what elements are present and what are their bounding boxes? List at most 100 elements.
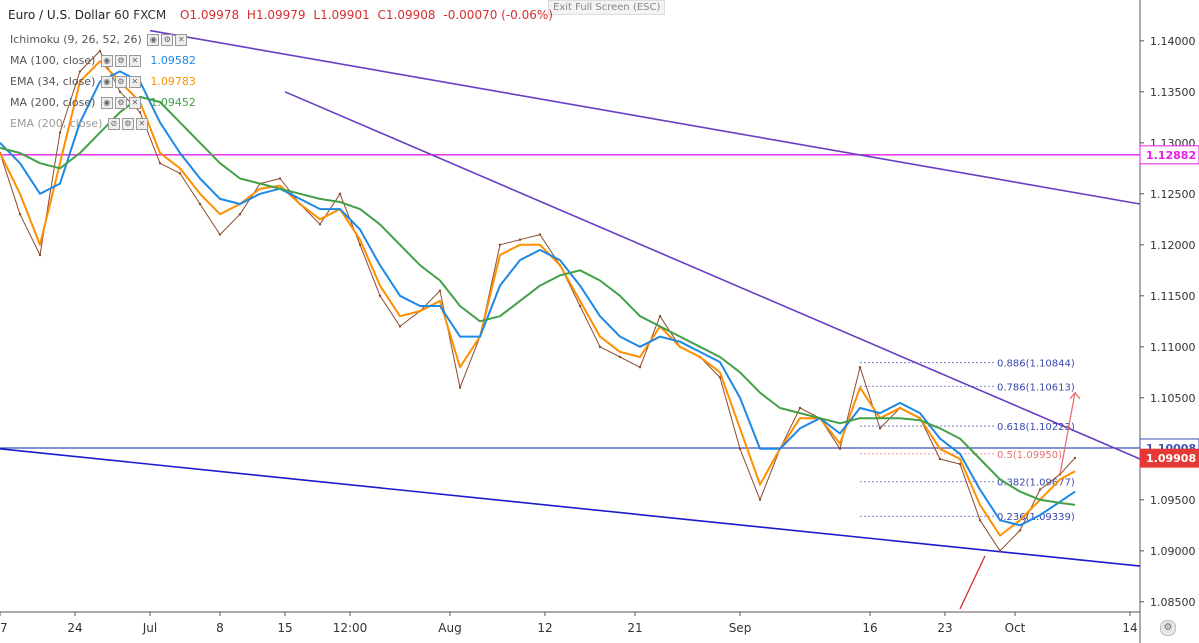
timeframe: 60 (114, 8, 130, 22)
gear-icon[interactable]: ⚙ (114, 97, 127, 109)
trendline (0, 448, 1141, 567)
y-tick-label: 1.11000 (1150, 341, 1196, 354)
indicator-ichimoku[interactable]: Ichimoku (9, 26, 52, 26) ◉ ⚙ ✕ (10, 33, 188, 46)
close-icon[interactable]: ✕ (128, 76, 141, 88)
x-tick-label: Sep (729, 621, 752, 635)
indicator-ema34[interactable]: EMA (34, close) ◉ ⚙ ✕ 1.09783 (10, 75, 196, 88)
projection-arrow (1059, 392, 1076, 475)
gear-icon[interactable]: ⚙ (161, 34, 174, 46)
price-point (118, 90, 122, 94)
data-source: FXCM (133, 8, 167, 22)
price-point (658, 315, 662, 318)
x-tick-label: 14 (1122, 621, 1137, 635)
y-tick-label: 1.08500 (1150, 596, 1196, 609)
price-point (218, 233, 222, 236)
price-point (798, 406, 802, 410)
y-tick-label: 1.12000 (1150, 239, 1196, 252)
x-tick-label: 8 (216, 621, 224, 635)
price-point (858, 366, 862, 369)
symbol-name: Euro / U.S. Dollar (8, 8, 111, 22)
x-tick-label: 21 (627, 621, 642, 635)
gear-icon[interactable]: ⚙ (114, 55, 127, 67)
price-point (638, 366, 642, 369)
indicator-label: MA (100, close) (10, 54, 96, 67)
y-tick-label: 1.12500 (1150, 188, 1196, 201)
price-point (758, 498, 762, 501)
price-point (18, 213, 22, 216)
series-line (0, 60, 1076, 537)
y-tick-label: 1.13500 (1150, 86, 1196, 99)
bounce-arrow (959, 555, 986, 610)
indicator-value: 1.09783 (150, 75, 196, 88)
close-icon[interactable]: ✕ (135, 118, 148, 130)
x-tick-label: 15 (277, 621, 292, 635)
price-point (618, 355, 622, 359)
indicator-value: 1.09582 (150, 54, 196, 67)
eye-icon[interactable]: ◉ (100, 97, 113, 109)
price-point (438, 289, 442, 292)
x-tick-label: 12 (537, 621, 552, 635)
price-point (1073, 456, 1077, 460)
price-point (738, 447, 742, 450)
indicator-ma100[interactable]: MA (100, close) ◉ ⚙ ✕ 1.09582 (10, 54, 196, 67)
eye-icon[interactable]: ◉ (147, 34, 160, 46)
fib-level-label: 0.786(1.10613) (997, 382, 1075, 393)
y-tick-label: 1.09500 (1150, 494, 1196, 507)
x-tick-label: 12:00 (333, 621, 368, 635)
gear-icon[interactable]: ⚙ (121, 118, 134, 130)
price-point (38, 253, 42, 257)
x-tick-label: 17 (0, 621, 8, 635)
price-point (1038, 488, 1042, 491)
projection-arrowhead (1069, 391, 1081, 400)
indicator-ema200[interactable]: EMA (200, close) ⊘ ⚙ ✕ (10, 117, 148, 130)
fib-level-label: 0.618(1.10223) (997, 422, 1075, 433)
close-icon[interactable]: ✕ (128, 55, 141, 67)
fib-level-label: 0.886(1.10844) (997, 359, 1075, 370)
trendline (284, 91, 1141, 460)
price-point (1018, 529, 1022, 532)
x-tick-label: Jul (142, 621, 157, 635)
price-point (318, 223, 322, 226)
y-tick-label: 1.11500 (1150, 290, 1196, 303)
exit-fullscreen-button[interactable]: Exit Full Screen (ESC) (548, 0, 666, 15)
x-tick-label: 16 (862, 621, 877, 635)
price-point (78, 70, 82, 73)
ohlc-low: L1.09901 (313, 8, 370, 22)
price-point (878, 427, 882, 430)
price-point (378, 294, 382, 297)
eye-off-icon[interactable]: ⊘ (107, 118, 120, 130)
eye-icon[interactable]: ◉ (100, 76, 113, 88)
price-point (358, 243, 362, 246)
indicator-label: MA (200, close) (10, 96, 96, 109)
price-point (458, 386, 462, 389)
eye-icon[interactable]: ◉ (100, 55, 113, 67)
price-point (938, 457, 942, 461)
price-point (398, 325, 402, 328)
y-tick-label: 1.14000 (1150, 35, 1196, 48)
close-icon[interactable]: ✕ (175, 34, 188, 46)
indicator-value: 1.09452 (150, 96, 196, 109)
fib-level-label: 0.5(1.09950) (997, 450, 1062, 461)
price-point (178, 172, 182, 175)
gear-icon[interactable]: ⚙ (114, 76, 127, 88)
price-label-box (1139, 145, 1199, 165)
price-point (278, 177, 282, 180)
price-point (158, 162, 162, 165)
price-point (578, 304, 582, 308)
ohlc-high: H1.09979 (246, 8, 306, 22)
price-point (838, 447, 842, 450)
x-tick-label: 24 (67, 621, 82, 635)
ohlc-open: O1.09978 (180, 8, 240, 22)
settings-gear-icon[interactable]: ⚙ (1160, 620, 1176, 636)
price-point (238, 213, 242, 216)
indicator-label: Ichimoku (9, 26, 52, 26) (10, 33, 142, 46)
indicator-ma200[interactable]: MA (200, close) ◉ ⚙ ✕ 1.09452 (10, 96, 196, 109)
series-line (0, 70, 1076, 527)
ohlc-close: C1.09908 (377, 8, 436, 22)
x-tick-label: Oct (1005, 621, 1026, 635)
ohlc-change: -0.00070 (-0.06%) (443, 8, 553, 22)
close-icon[interactable]: ✕ (128, 97, 141, 109)
chart-header: Euro / U.S. Dollar 60 FXCM O1.09978 H1.0… (8, 8, 553, 22)
price-label: 1.09908 (1146, 452, 1196, 465)
